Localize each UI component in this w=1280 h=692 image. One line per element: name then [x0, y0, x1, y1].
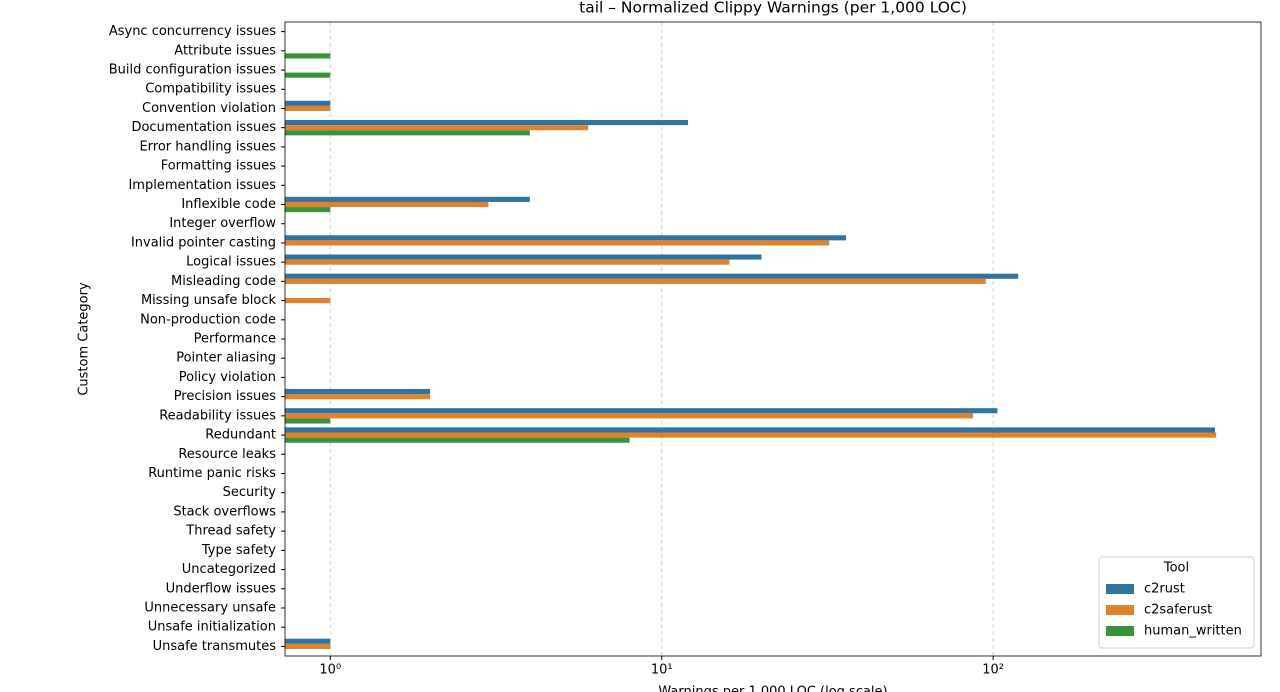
y-tick-label: Redundant — [205, 428, 276, 443]
y-tick-label: Attribute issues — [174, 43, 276, 58]
y-tick-label: Readability issues — [159, 408, 276, 423]
y-tick-label: Stack overflows — [173, 504, 276, 519]
y-tick-label: Documentation issues — [131, 120, 276, 135]
bar — [285, 408, 998, 414]
x-tick-label: 10² — [982, 663, 1004, 678]
legend-box — [1098, 556, 1255, 649]
y-tick-label: Error handling issues — [139, 139, 276, 154]
y-tick-label: Pointer aliasing — [176, 351, 276, 366]
bar — [285, 201, 489, 208]
y-tick-label: Performance — [194, 332, 276, 347]
y-tick-label: Resource leaks — [178, 447, 276, 462]
bar — [285, 105, 331, 112]
x-tick-label: 10⁰ — [319, 663, 341, 678]
y-tick-label: Formatting issues — [161, 159, 277, 174]
bar — [285, 235, 847, 241]
x-tick-label: 10¹ — [651, 663, 673, 678]
chart-title: tail – Normalized Clippy Warnings (per 1… — [579, 0, 967, 17]
legend-label: c2saferust — [1144, 603, 1212, 618]
bar — [285, 278, 986, 284]
bar — [285, 207, 331, 213]
y-tick-label: Underflow issues — [166, 581, 277, 596]
legend-label: human_written — [1144, 624, 1242, 639]
y-tick-label: Unsafe transmutes — [153, 639, 277, 654]
legend: Tool c2rust c2saferust human_written — [1098, 556, 1255, 649]
y-tick-label: Inflexible code — [181, 197, 276, 212]
legend-swatch — [1106, 584, 1134, 594]
y-tick-label: Async concurrency issues — [109, 24, 276, 39]
y-tick-label: Unsafe initialization — [148, 620, 276, 635]
plot-frame — [284, 21, 1262, 657]
legend-title: Tool — [1163, 561, 1189, 576]
y-tick-label: Logical issues — [186, 255, 276, 270]
y-tick-label: Convention violation — [142, 101, 276, 116]
bar — [285, 259, 730, 265]
bar — [285, 72, 331, 78]
bar — [285, 437, 630, 443]
bar — [285, 100, 331, 106]
bar — [285, 638, 331, 644]
legend-label: c2rust — [1144, 582, 1185, 597]
bar — [285, 643, 331, 649]
bar — [285, 130, 530, 136]
legend-swatch — [1106, 626, 1134, 636]
bar — [285, 432, 1217, 438]
y-tick-label: Type safety — [201, 543, 276, 558]
bar — [285, 394, 431, 400]
y-tick-label: Thread safety — [185, 524, 276, 539]
bar — [285, 196, 530, 202]
bar — [285, 125, 589, 131]
y-tick-label: Security — [223, 485, 277, 500]
y-tick-label: Runtime panic risks — [148, 466, 276, 481]
y-tick-label: Build configuration issues — [109, 63, 277, 78]
x-axis-label: Warnings per 1,000 LOC (log scale) — [658, 685, 887, 692]
y-tick-label: Integer overflow — [169, 216, 276, 231]
bar — [285, 298, 331, 304]
bar — [285, 418, 331, 424]
bar — [285, 240, 830, 246]
y-axis-label: Custom Category — [77, 282, 92, 396]
y-tick-label: Missing unsafe block — [141, 293, 276, 308]
y-tick-label: Misleading code — [171, 274, 276, 289]
y-tick-label: Precision issues — [174, 389, 277, 404]
y-tick-label: Implementation issues — [128, 178, 276, 193]
y-tick-label: Invalid pointer casting — [131, 235, 276, 250]
y-tick-label: Policy violation — [179, 370, 276, 385]
bar — [285, 388, 431, 395]
bar — [285, 254, 762, 260]
bar — [285, 413, 974, 419]
bar — [285, 273, 1019, 279]
y-tick-label: Unnecessary unsafe — [144, 600, 276, 615]
y-tick-label: Compatibility issues — [145, 82, 276, 97]
bar — [285, 53, 331, 59]
bar — [285, 119, 688, 126]
bar — [285, 427, 1215, 433]
y-tick-label: Uncategorized — [182, 562, 276, 577]
y-tick-label: Non-production code — [140, 312, 276, 327]
legend-swatch — [1106, 605, 1134, 615]
